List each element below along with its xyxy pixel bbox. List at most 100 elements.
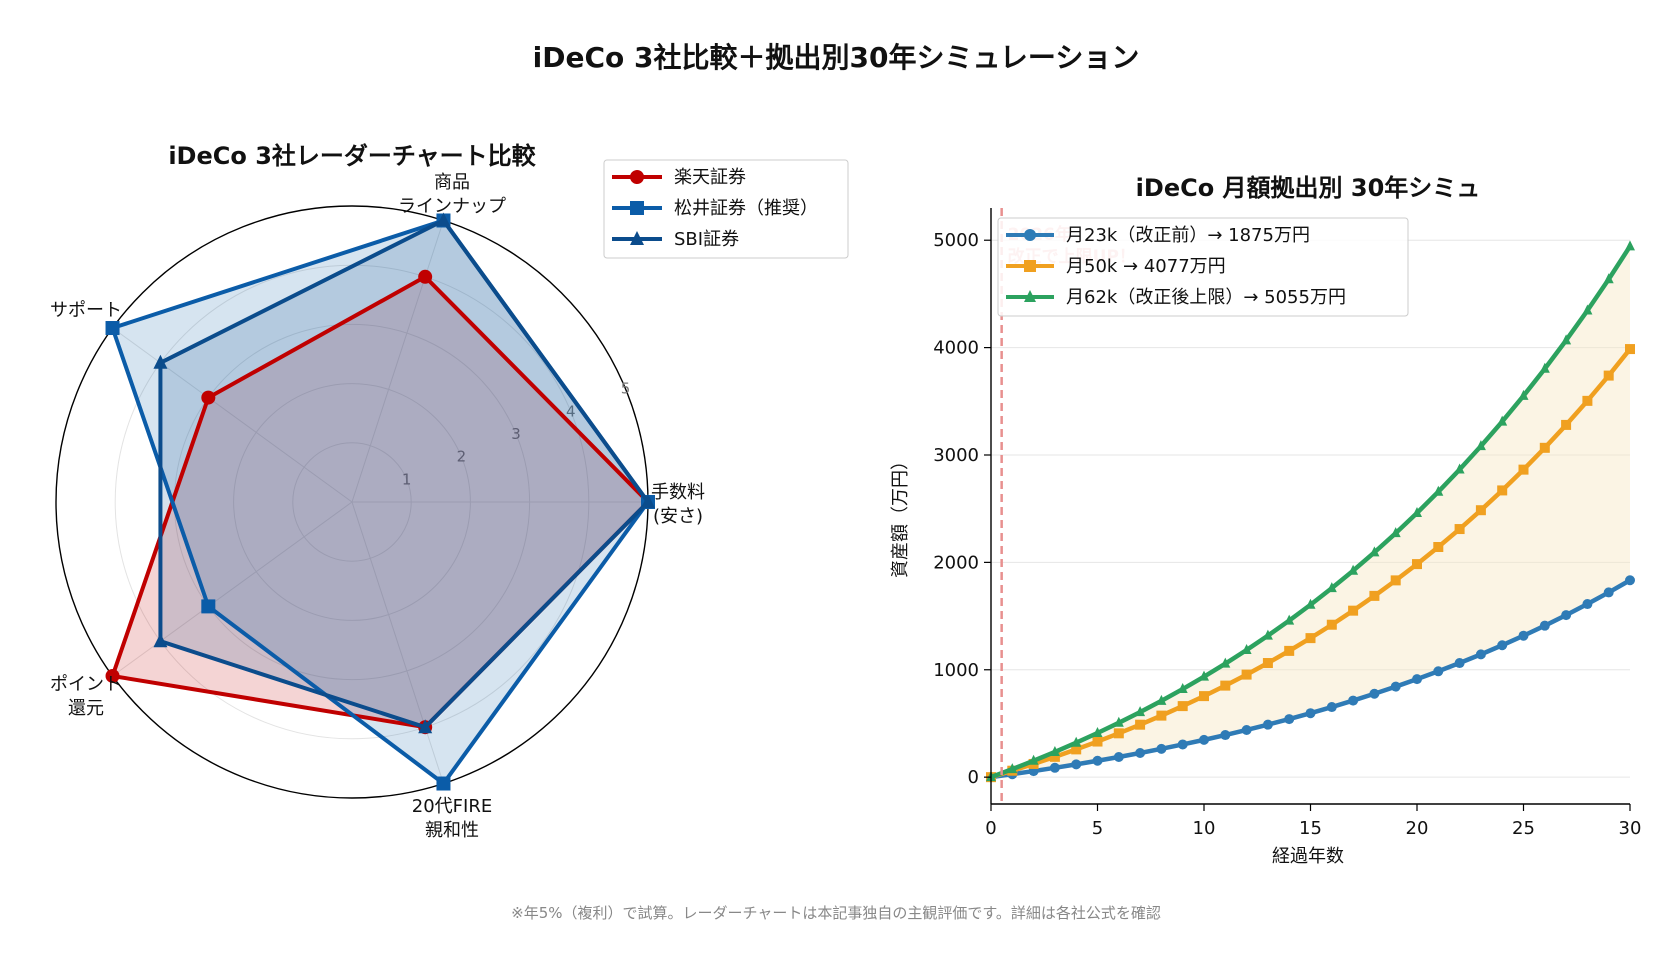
series-point (1561, 334, 1572, 345)
series-point (1497, 415, 1508, 426)
series-point (1390, 681, 1401, 692)
series-point (1603, 587, 1614, 598)
series-point (1177, 739, 1188, 750)
radar-spoke (112, 501, 353, 677)
series-point (1539, 442, 1550, 453)
radar-point (153, 633, 168, 648)
footnote: ※年5%（複利）で試算。レーダーチャートは本記事独自の主観評価です。詳細は各社公… (511, 904, 1161, 922)
legend-swatch-marker (1024, 229, 1036, 241)
series-point (1582, 395, 1593, 406)
series-point (1603, 370, 1614, 381)
series-point (1454, 463, 1465, 474)
radar-chart-title: iDeCo 3社レーダーチャート比較 (168, 142, 536, 170)
y-tick-label: 1000 (933, 660, 979, 681)
radar-series-group (105, 212, 655, 791)
radar-tick-label: 2 (457, 448, 467, 466)
x-tick-label: 30 (1619, 818, 1642, 839)
series-point (1092, 736, 1103, 747)
legend-entry: SBI証券 (674, 229, 739, 250)
radar-line-2 (158, 218, 650, 730)
series-point (1539, 620, 1550, 631)
series-point (1113, 716, 1124, 727)
series-point (1582, 304, 1593, 315)
legend-entry: 松井証券（推奨） (674, 198, 818, 219)
series-point (1390, 527, 1401, 538)
x-tick-label: 10 (1193, 818, 1216, 839)
series-point (1433, 666, 1444, 677)
series-point (1348, 695, 1359, 706)
series-point (1369, 590, 1380, 601)
series-point (1326, 702, 1337, 713)
series-point (1518, 389, 1529, 400)
radar-axis-label: 20代FIRE (412, 796, 492, 817)
series-point (1561, 419, 1572, 430)
series-point (1412, 674, 1422, 685)
x-tick-label: 15 (1299, 818, 1322, 839)
series-point (1135, 706, 1146, 717)
legend-swatch-marker (1024, 260, 1036, 272)
radar-point (418, 269, 433, 284)
y-tick-label: 0 (968, 767, 979, 788)
series-point (1412, 559, 1422, 570)
series-point (1220, 680, 1231, 691)
series-point (1241, 724, 1252, 735)
series-point (1071, 736, 1082, 747)
legend-entry: 楽天証券 (674, 167, 746, 188)
series-point (1113, 728, 1124, 739)
series-point (1049, 762, 1060, 773)
radar-point (153, 354, 168, 369)
series-point (1284, 714, 1295, 725)
legend-swatch-marker (630, 201, 644, 215)
legend-swatch-marker (630, 231, 644, 245)
series-point (1369, 688, 1380, 699)
radar-tick-label: 4 (566, 402, 576, 420)
series-point (1348, 564, 1359, 575)
series-point (1284, 645, 1295, 656)
series-point (1518, 630, 1529, 641)
series-point (1135, 719, 1146, 730)
radar-axis-label: ポイント (50, 674, 122, 695)
radar-point (641, 494, 655, 508)
radar-point (418, 719, 433, 734)
series-point (1561, 610, 1572, 621)
radar-axis-label: 還元 (68, 698, 104, 719)
x-tick-label: 25 (1512, 818, 1535, 839)
series-point (1625, 575, 1635, 586)
line-chart: iDeCo 月額拠出別 30年シミュ 0 5 10 15 20 25 30 0 1000 2000… (890, 174, 1641, 867)
series-point (1241, 669, 1252, 680)
radar-tick-label: 5 (621, 380, 631, 398)
radar-fill-0 (112, 276, 649, 728)
series-point (1518, 464, 1529, 475)
legend-entry: 月50k → 4077万円 (1066, 256, 1226, 277)
series-point (1284, 614, 1295, 625)
radar-point (105, 321, 120, 336)
series-point (1177, 701, 1188, 712)
series-point (1454, 658, 1465, 669)
series-point (1220, 657, 1231, 668)
y-tick-label: 4000 (933, 338, 979, 359)
series-point (1135, 748, 1146, 759)
radar-fill-1 (112, 220, 649, 784)
series-point (1433, 542, 1444, 553)
series-point (1390, 575, 1401, 586)
radar-point (201, 390, 216, 405)
radar-fill-2 (160, 220, 648, 728)
series-point (1007, 763, 1018, 774)
series-point (1156, 710, 1167, 721)
legend-entry: 月23k（改正前）→ 1875万円 (1066, 225, 1310, 246)
radar-axis-label: サポート (50, 300, 122, 321)
series-point (1156, 694, 1167, 705)
radar-axis-label: (安さ) (653, 506, 703, 527)
series-point (1603, 273, 1614, 284)
series-point (1454, 524, 1465, 535)
radar-axis-label: 手数料 (651, 482, 705, 503)
line-chart-title: iDeCo 月額拠出別 30年シミュ (1136, 174, 1481, 202)
series-point (1177, 683, 1188, 694)
series-point (1305, 708, 1316, 719)
radar-chart: iDeCo 3社レーダーチャート比較 1 2 3 4 5 手数料 (安さ) 商品ラインナップ… (50, 142, 849, 841)
line-fill-band (991, 246, 1630, 778)
y-axis-label: 資産額（万円） (890, 452, 911, 578)
